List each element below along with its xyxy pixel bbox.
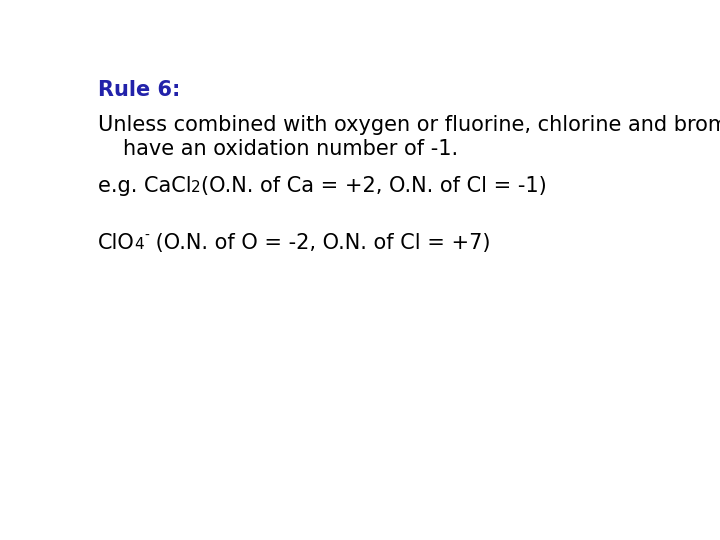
Text: (O.N. of Ca = +2, O.N. of Cl = -1): (O.N. of Ca = +2, O.N. of Cl = -1): [201, 177, 546, 197]
Text: (O.N. of O = -2, O.N. of Cl = +7): (O.N. of O = -2, O.N. of Cl = +7): [149, 233, 490, 253]
Text: -: -: [144, 229, 149, 243]
Text: ClO: ClO: [98, 233, 135, 253]
Text: e.g. CaCl: e.g. CaCl: [98, 177, 192, 197]
Text: have an oxidation number of -1.: have an oxidation number of -1.: [122, 139, 458, 159]
Text: Rule 6:: Rule 6:: [98, 80, 180, 100]
Text: 2: 2: [192, 180, 201, 195]
Text: 4: 4: [135, 237, 144, 252]
Text: Unless combined with oxygen or fluorine, chlorine and bromine: Unless combined with oxygen or fluorine,…: [98, 115, 720, 135]
